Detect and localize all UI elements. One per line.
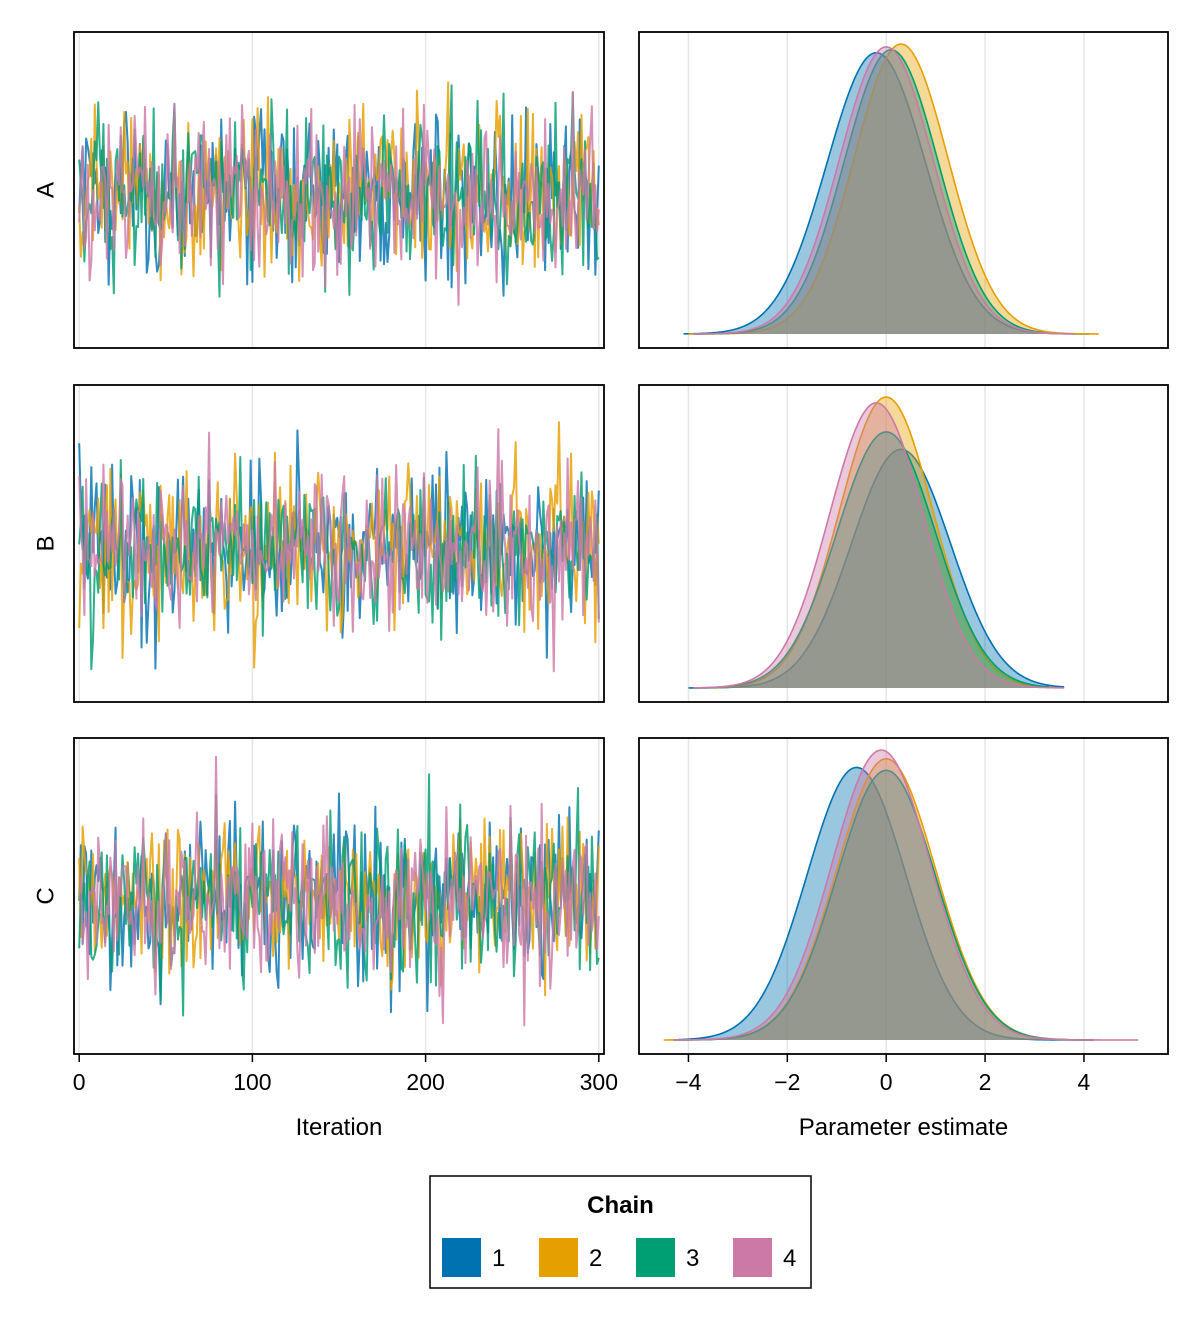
density-fill-chain-3-B — [693, 431, 1050, 688]
density-line-chain-1-C — [678, 766, 1094, 1041]
trace-line-chain-4-B — [78, 428, 600, 673]
legend-swatch-chain-3 — [636, 1238, 675, 1277]
trace-panel-frame-C — [73, 737, 605, 1055]
trace-line-chain-3-B — [78, 454, 600, 671]
density-line-chain-4-C — [673, 749, 1139, 1041]
density-x-tick-label: −4 — [675, 1069, 701, 1095]
density-line-chain-4-B — [693, 402, 1065, 689]
legend-label-chain-2: 2 — [589, 1245, 602, 1272]
density-fill-chain-3-C — [673, 770, 1094, 1040]
legend-label-chain-3: 3 — [686, 1245, 699, 1272]
trace-line-chain-1-A — [78, 106, 600, 297]
legend-swatch-chain-4 — [733, 1238, 772, 1277]
legend-label-chain-4: 4 — [783, 1245, 796, 1272]
density-line-chain-4-A — [693, 46, 1075, 335]
density-x-tick-label: −2 — [774, 1069, 800, 1095]
density-x-tick-label: 2 — [979, 1069, 992, 1095]
legend-swatch-chain-1 — [442, 1238, 481, 1277]
density-panel-frame-A — [638, 31, 1169, 349]
trace-line-chain-2-B — [78, 421, 600, 669]
trace-panel-frame-A — [73, 31, 605, 349]
legend-swatch-chain-2 — [539, 1238, 578, 1277]
trace-x-tick-label: 200 — [406, 1069, 444, 1095]
density-fill-chain-4-B — [693, 402, 1065, 688]
density-panel-frame-C — [638, 737, 1169, 1055]
density-x-tick-label: 0 — [880, 1069, 893, 1095]
density-fill-chain-2-C — [663, 758, 1084, 1040]
density-panel-frame-B — [638, 384, 1169, 703]
trace-panel-frame-B — [73, 384, 605, 703]
row-label-A: A — [33, 182, 60, 198]
density-fill-chain-2-A — [688, 44, 1099, 334]
trace-x-axis-title: Iteration — [296, 1114, 383, 1141]
density-x-tick-label: 4 — [1078, 1069, 1091, 1095]
density-fill-chain-1-A — [683, 52, 1089, 334]
trace-line-chain-4-A — [78, 91, 600, 306]
legend-title: Chain — [587, 1192, 654, 1219]
axes: A B C 0 100 200 300 −4 −2 0 2 4 Iteration Parameter e… — [33, 182, 1091, 1141]
panel-frames — [73, 31, 1169, 1055]
legend-label-chain-1: 1 — [492, 1245, 505, 1272]
row-label-B: B — [33, 535, 60, 551]
density-fill-chain-4-C — [673, 750, 1139, 1040]
density-fill-chain-3-A — [693, 49, 1045, 335]
density-fill-chain-4-A — [693, 46, 1075, 335]
trace-x-tick-label: 0 — [73, 1069, 86, 1095]
density-line-chain-3-A — [693, 49, 1045, 335]
density-fill-chain-1-C — [678, 767, 1094, 1040]
density-line-chain-2-B — [693, 396, 1055, 689]
density-line-chain-3-C — [673, 769, 1094, 1041]
density-line-chain-1-B — [688, 448, 1065, 689]
density-line-chain-3-B — [693, 431, 1050, 689]
row-label-C: C — [33, 887, 60, 904]
density-x-axis-title: Parameter estimate — [799, 1114, 1008, 1141]
trace-x-tick-label: 300 — [580, 1069, 618, 1095]
density-line-chain-2-A — [688, 43, 1099, 335]
trace-line-chain-4-C — [78, 755, 600, 1027]
density-plots — [663, 43, 1139, 1041]
trace-plots — [78, 81, 600, 1027]
trace-x-tick-label: 100 — [233, 1069, 271, 1095]
legend: Chain 1 2 3 4 — [429, 1175, 812, 1289]
